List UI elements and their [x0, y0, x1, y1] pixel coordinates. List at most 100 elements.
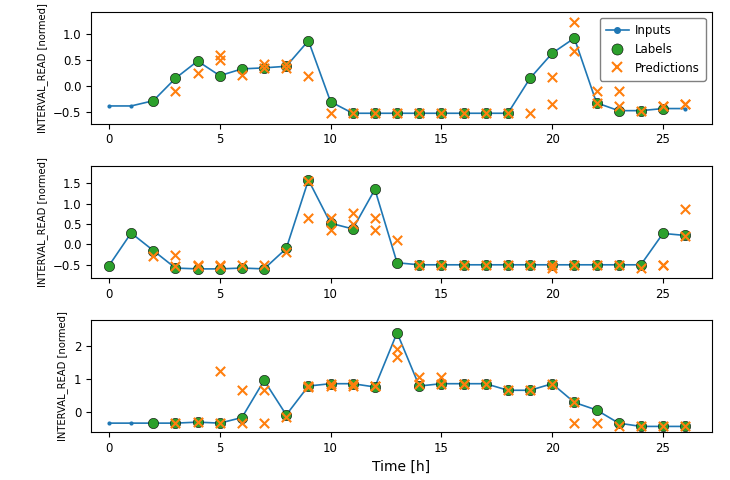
Predictions [569, 48, 580, 55]
Predictions [612, 422, 624, 430]
Inputs [127, 420, 136, 426]
Predictions [236, 261, 247, 269]
Labels [480, 261, 491, 269]
Predictions [347, 380, 358, 387]
Predictions [680, 100, 691, 108]
Inputs [637, 262, 645, 268]
Inputs [149, 98, 158, 104]
Predictions [458, 380, 469, 387]
Labels [302, 37, 314, 45]
Inputs [570, 35, 579, 41]
Predictions [569, 398, 580, 406]
Inputs [260, 65, 269, 71]
Predictions [236, 420, 247, 427]
Predictions [502, 261, 514, 269]
Inputs [193, 58, 202, 64]
Inputs [548, 262, 556, 268]
Predictions [657, 102, 669, 110]
Labels [258, 64, 270, 72]
Labels [325, 380, 337, 387]
Inputs [326, 381, 335, 386]
Predictions [436, 109, 447, 117]
Labels [591, 261, 602, 269]
Labels [325, 98, 337, 106]
Predictions [546, 73, 558, 81]
Inputs [481, 381, 490, 386]
Inputs [681, 423, 690, 429]
Predictions [657, 422, 669, 430]
Inputs [481, 110, 490, 116]
Labels [280, 245, 292, 252]
Labels [436, 261, 447, 269]
Line: Inputs: Inputs [107, 178, 687, 271]
Predictions [347, 382, 358, 390]
Predictions [569, 19, 580, 26]
Labels [214, 72, 226, 80]
Labels [169, 74, 181, 82]
Inputs [237, 415, 246, 420]
Labels [680, 232, 691, 240]
Predictions [258, 60, 270, 68]
Labels [458, 261, 469, 269]
Inputs [326, 220, 335, 226]
Labels [169, 420, 181, 427]
Predictions [680, 205, 691, 213]
Predictions [302, 382, 314, 390]
Inputs [149, 248, 158, 253]
Labels [369, 383, 381, 391]
Predictions [369, 109, 381, 117]
Predictions [280, 60, 292, 68]
Inputs [304, 38, 312, 44]
Predictions [480, 380, 491, 387]
Labels [612, 420, 624, 427]
Labels [302, 176, 314, 184]
Inputs [393, 260, 402, 265]
Labels [236, 414, 247, 421]
Predictions [546, 380, 558, 387]
Inputs [437, 110, 446, 116]
Predictions [214, 261, 226, 269]
Inputs [371, 384, 380, 390]
Y-axis label: INTERVAL_READ [normed]: INTERVAL_READ [normed] [36, 157, 47, 287]
Labels [347, 109, 358, 117]
Labels [413, 261, 425, 269]
Inputs [237, 66, 246, 72]
Predictions [169, 252, 181, 259]
Predictions [258, 420, 270, 427]
Predictions [680, 100, 691, 108]
Inputs [393, 330, 402, 336]
Labels [369, 186, 381, 193]
Legend: Inputs, Labels, Predictions: Inputs, Labels, Predictions [599, 18, 706, 81]
Predictions [192, 262, 204, 269]
Inputs [415, 110, 423, 116]
Inputs [215, 420, 224, 426]
Inputs [570, 262, 579, 268]
Predictions [413, 109, 425, 117]
Labels [502, 261, 514, 269]
Predictions [458, 109, 469, 117]
Inputs [481, 262, 490, 268]
Predictions [258, 64, 270, 72]
Predictions [635, 264, 647, 272]
Labels [480, 109, 491, 117]
Inputs [104, 420, 113, 426]
Labels [635, 261, 647, 269]
Predictions [680, 232, 691, 240]
Inputs [282, 246, 291, 252]
Inputs [260, 266, 269, 272]
Predictions [680, 422, 691, 430]
Labels [214, 265, 226, 273]
Predictions [214, 420, 226, 427]
Predictions [258, 386, 270, 394]
Predictions [192, 261, 204, 269]
Predictions [169, 262, 181, 269]
Predictions [214, 262, 226, 269]
Labels [391, 109, 403, 117]
Labels [502, 386, 514, 394]
Labels [546, 49, 558, 57]
Inputs [658, 423, 667, 429]
Labels [147, 97, 159, 105]
Predictions [591, 87, 602, 95]
Inputs [237, 265, 246, 271]
Labels [413, 382, 425, 390]
